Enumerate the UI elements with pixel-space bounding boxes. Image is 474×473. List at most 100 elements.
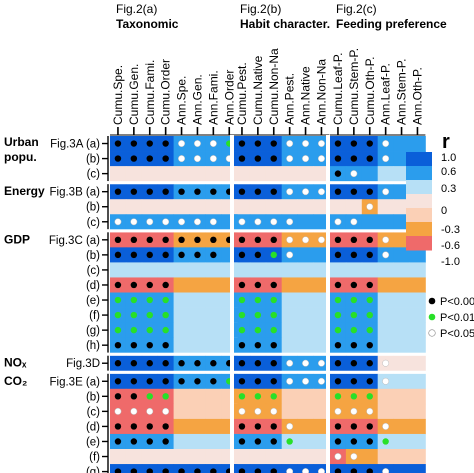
- significance-dot: [162, 360, 169, 367]
- significance-dot: [350, 296, 358, 304]
- colorbar-segment: [406, 236, 432, 251]
- group-separator: [100, 352, 436, 356]
- heatmap-cell: [281, 388, 298, 405]
- row-label: (c): [87, 406, 101, 418]
- column-label: Cumu.Native: [251, 55, 265, 125]
- heatmap-cell: [173, 433, 190, 450]
- significance-dot: [270, 188, 277, 195]
- significance-dot: [350, 281, 358, 289]
- column-label: Ann.Gen.: [190, 74, 204, 125]
- heatmap-cell: [141, 166, 159, 182]
- heatmap-cell: [393, 151, 410, 167]
- heatmap-cell: [249, 199, 267, 215]
- row-label: (e): [86, 295, 100, 307]
- significance-dot: [334, 188, 342, 195]
- significance-dot: [334, 453, 342, 460]
- heatmap-cell: [265, 199, 283, 215]
- significance-dot: [334, 296, 342, 304]
- heatmap-cell: [393, 184, 410, 200]
- significance-dot: [318, 359, 325, 367]
- significance-dot: [146, 155, 153, 162]
- heatmap-cell: [189, 403, 206, 420]
- heatmap-cell: [281, 307, 298, 323]
- significance-dot: [146, 423, 153, 430]
- significance-dot: [178, 251, 185, 259]
- group-separator: [100, 229, 436, 233]
- significance-dot: [366, 378, 373, 385]
- heatmap-cell: [173, 307, 190, 323]
- significance-dot: [318, 468, 325, 473]
- heatmap-cell: [189, 292, 206, 308]
- heatmap-cell: [377, 337, 394, 354]
- heatmap-cell: [297, 262, 314, 278]
- row-label: (c): [87, 265, 101, 277]
- heatmap-cell: [393, 277, 410, 293]
- significance-legend: P<0.001 P<0.01 P<0.05: [428, 296, 474, 340]
- significance-dot: [334, 360, 342, 367]
- heatmap-cell: [189, 449, 206, 465]
- heatmap-cell: [141, 449, 159, 465]
- row-label: Fig.3A (a): [50, 139, 100, 151]
- significance-dot: [270, 360, 277, 367]
- significance-dot: [382, 359, 390, 367]
- significance-dot: [254, 251, 262, 259]
- heatmap-cell: [409, 307, 426, 323]
- column-label: Ann.Pest.: [283, 73, 297, 125]
- significance-dot: [130, 468, 138, 473]
- significance-dot: [114, 140, 122, 147]
- significance-dot: [194, 236, 201, 244]
- significance-dot: [130, 438, 138, 445]
- significance-dot: [334, 423, 342, 430]
- significance-dot: [194, 360, 201, 367]
- heatmap-cell: [173, 388, 190, 405]
- significance-dot: [302, 155, 309, 163]
- significance-dot: [286, 359, 294, 367]
- row-label: (b): [86, 391, 100, 403]
- significance-dot: [334, 281, 342, 289]
- heatmap-cell: [157, 166, 174, 182]
- significance-dot: [162, 236, 169, 244]
- row-label: (b): [86, 154, 100, 166]
- row-label: Fig.3B (a): [50, 187, 101, 199]
- significance-dot: [270, 251, 277, 259]
- heatmap-cell: [313, 199, 330, 215]
- heatmap-cell: [205, 307, 222, 323]
- column-label: Cumu.Leaf-P.: [331, 53, 345, 126]
- significance-dot: [366, 393, 373, 400]
- panel-figure-label: Fig.2(b): [240, 2, 281, 16]
- significance-dot: [114, 251, 122, 259]
- group-label: CO₂: [4, 374, 27, 388]
- heatmap-cell: [393, 214, 410, 230]
- significance-dot: [254, 341, 262, 349]
- heatmap-cell: [393, 247, 410, 263]
- heatmap-cell: [393, 433, 410, 450]
- heatmap-cell: [297, 277, 314, 293]
- panel-title: Habit character.: [240, 17, 330, 31]
- row-label: Fig.3E (a): [50, 376, 101, 388]
- significance-dot: [178, 378, 185, 385]
- significance-dot: [334, 218, 342, 226]
- significance-dot: [318, 236, 325, 244]
- heatmap-cell: [297, 199, 314, 215]
- significance-dot: [270, 378, 277, 385]
- significance-dot: [130, 423, 138, 430]
- significance-dot: [254, 468, 262, 473]
- heatmap-cell: [409, 355, 426, 372]
- colorbar-tick-label: 1.0: [441, 152, 456, 164]
- heatmap-cell: [409, 277, 426, 293]
- significance-dot: [270, 281, 277, 289]
- significance-dot: [350, 251, 358, 259]
- significance-dot: [114, 378, 122, 385]
- heatmap-cell: [205, 262, 222, 278]
- significance-dot: [178, 468, 185, 473]
- significance-dot: [162, 438, 169, 445]
- significance-dot: [270, 407, 278, 415]
- significance-dot: [146, 296, 153, 304]
- heatmap-cell: [297, 388, 314, 405]
- significance-dot: [318, 140, 325, 147]
- panel-separator: [326, 135, 330, 473]
- heatmap-cell: [297, 322, 314, 339]
- heatmap-cell: [313, 247, 330, 263]
- heatmap-cell: [409, 247, 426, 263]
- heatmap-cell: [393, 449, 410, 465]
